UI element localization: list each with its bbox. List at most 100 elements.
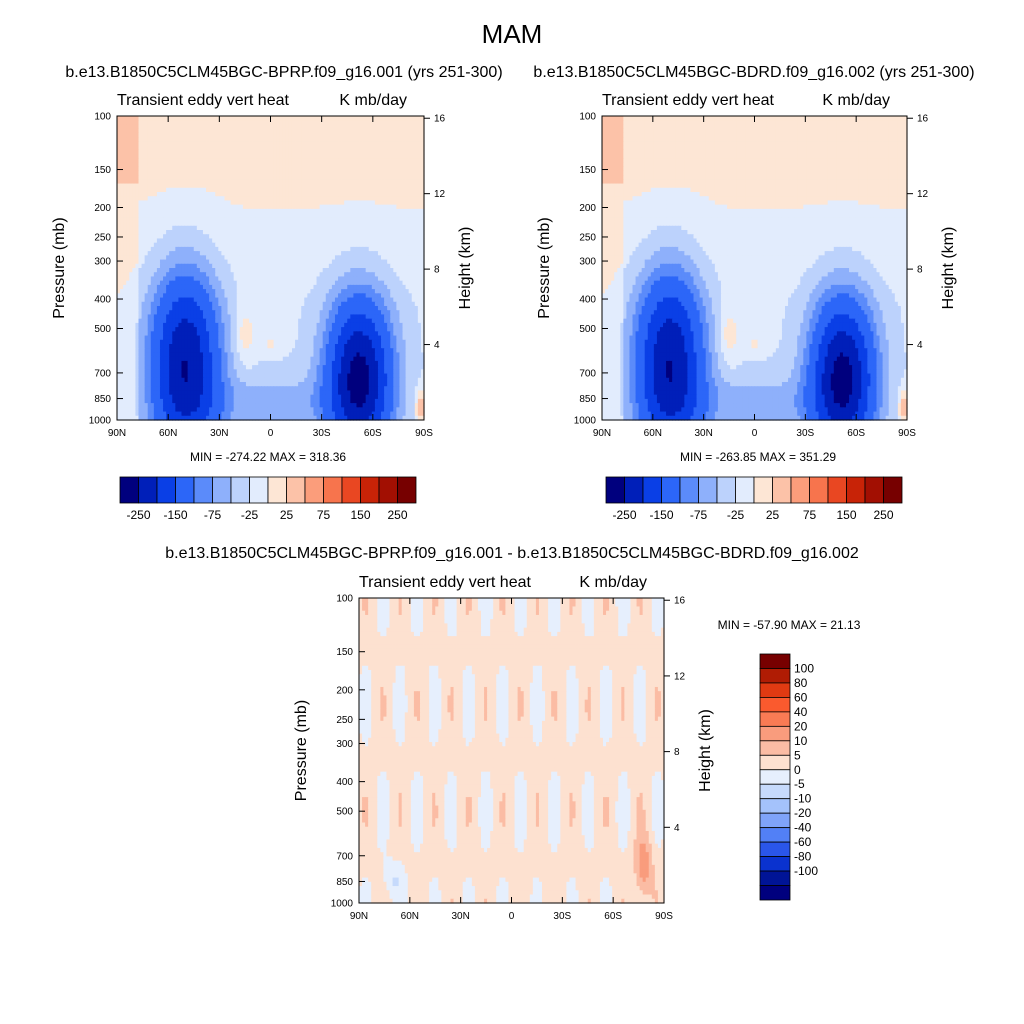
field-cell bbox=[371, 170, 376, 176]
field-cell bbox=[230, 116, 235, 121]
field-cell bbox=[193, 132, 198, 138]
field-cell bbox=[362, 149, 367, 155]
field-cell bbox=[307, 145, 312, 151]
field-cell bbox=[273, 162, 278, 168]
field-cell bbox=[344, 154, 348, 159]
field-cell bbox=[304, 166, 308, 172]
field-cell bbox=[169, 120, 173, 126]
field-cell bbox=[215, 116, 219, 121]
field-cell bbox=[209, 179, 213, 185]
field-cell bbox=[135, 116, 140, 121]
field-cell bbox=[371, 145, 376, 151]
field-cell bbox=[316, 145, 321, 151]
field-cell bbox=[393, 137, 397, 142]
field-cell bbox=[239, 132, 244, 138]
field-cell bbox=[353, 132, 358, 138]
field-cell bbox=[298, 166, 302, 172]
field-cell bbox=[371, 162, 376, 168]
field-cell bbox=[368, 154, 373, 159]
field-cell bbox=[322, 137, 327, 142]
field-cell bbox=[159, 128, 164, 134]
field-cell bbox=[218, 128, 222, 134]
field-cell bbox=[414, 137, 419, 142]
field-cell bbox=[166, 183, 170, 189]
field-cell bbox=[129, 158, 133, 164]
field-cell bbox=[245, 128, 250, 134]
field-cell bbox=[135, 183, 140, 189]
field-cell bbox=[282, 179, 287, 185]
field-cell bbox=[206, 145, 210, 151]
field-cell bbox=[356, 137, 361, 142]
field-cell bbox=[117, 170, 121, 176]
field-cell bbox=[181, 137, 186, 142]
field-cell bbox=[199, 154, 204, 159]
field-cell bbox=[282, 162, 287, 168]
field-cell bbox=[368, 124, 373, 130]
field-cell bbox=[206, 137, 210, 142]
field-cell bbox=[285, 149, 290, 155]
field-cell bbox=[233, 132, 238, 138]
field-cell bbox=[356, 154, 361, 159]
field-cell bbox=[206, 149, 210, 155]
field-cell bbox=[377, 158, 382, 164]
field-cell bbox=[353, 145, 358, 151]
field-cell bbox=[120, 132, 124, 138]
field-cell bbox=[331, 149, 336, 155]
field-cell bbox=[178, 116, 183, 121]
field-cell bbox=[402, 120, 407, 126]
field-cell bbox=[307, 166, 312, 172]
field-cell bbox=[144, 166, 149, 172]
field-cell bbox=[341, 179, 345, 185]
field-cell bbox=[129, 166, 133, 172]
field-cell bbox=[368, 120, 373, 126]
field-cell bbox=[276, 149, 281, 155]
field-cell bbox=[147, 175, 152, 180]
field-cell bbox=[199, 124, 204, 130]
field-cell bbox=[212, 141, 216, 147]
field-cell bbox=[218, 179, 222, 185]
field-cell bbox=[199, 145, 204, 151]
field-cell bbox=[190, 179, 195, 185]
field-cell bbox=[236, 116, 241, 121]
field-cell bbox=[381, 145, 385, 151]
field-cell bbox=[215, 170, 219, 176]
field-cell bbox=[184, 154, 189, 159]
field-cell bbox=[408, 128, 413, 134]
field-cell bbox=[209, 154, 213, 159]
field-cell bbox=[184, 149, 189, 155]
field-cell bbox=[420, 120, 425, 126]
field-cell bbox=[126, 120, 130, 126]
field-cell bbox=[221, 175, 226, 180]
field-cell bbox=[402, 179, 407, 185]
field-cell bbox=[120, 116, 124, 121]
field-cell bbox=[129, 179, 133, 185]
field-cell bbox=[242, 154, 247, 159]
field-cell bbox=[273, 170, 278, 176]
field-cell bbox=[387, 124, 391, 130]
field-cell bbox=[166, 179, 170, 185]
field-cell bbox=[218, 145, 222, 151]
field-cell bbox=[298, 141, 302, 147]
field-cell bbox=[221, 149, 226, 155]
field-cell bbox=[381, 166, 385, 172]
field-cell bbox=[120, 154, 124, 159]
field-cell bbox=[371, 141, 376, 147]
field-cell bbox=[153, 149, 158, 155]
field-cell bbox=[374, 158, 379, 164]
field-cell bbox=[224, 128, 229, 134]
field-cell bbox=[233, 166, 238, 172]
field-cell bbox=[120, 141, 124, 147]
field-cell bbox=[193, 145, 198, 151]
field-cell bbox=[224, 116, 229, 121]
field-cell bbox=[255, 137, 259, 142]
field-cell bbox=[414, 158, 419, 164]
field-cell bbox=[212, 162, 216, 168]
field-cell bbox=[206, 116, 210, 121]
field-cell bbox=[313, 162, 318, 168]
field-cell bbox=[181, 141, 186, 147]
field-cell bbox=[230, 120, 235, 126]
field-cell bbox=[350, 162, 354, 168]
field-cell bbox=[384, 166, 388, 172]
field-cell bbox=[282, 116, 287, 121]
field-cell bbox=[221, 124, 226, 130]
